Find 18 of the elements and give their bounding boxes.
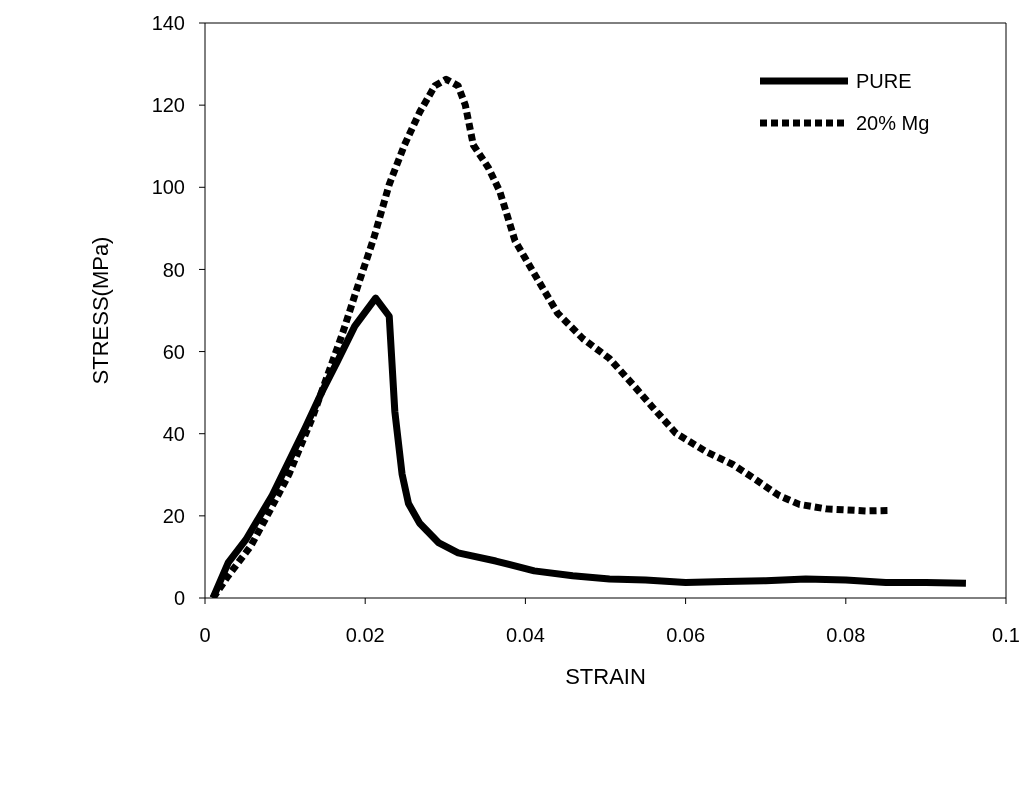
- legend-label: PURE: [856, 69, 912, 93]
- x-tick-label: 0.04: [505, 624, 545, 647]
- y-axis-title: STRESS(MPa): [87, 236, 113, 385]
- legend-label: 20% Mg: [856, 111, 930, 135]
- x-axis-title: STRAIN: [565, 663, 646, 689]
- x-tick-label: 0: [199, 624, 211, 647]
- y-tick-label: 80: [162, 258, 185, 281]
- y-tick-label: 100: [151, 176, 185, 199]
- y-tick-label: 60: [162, 340, 185, 363]
- y-tick-label: 40: [162, 422, 185, 445]
- y-tick-label: 20: [162, 504, 185, 527]
- x-tick-label: 0.02: [345, 624, 385, 647]
- y-tick-label: 120: [151, 94, 185, 117]
- x-tick-label: 0.06: [666, 624, 706, 647]
- y-tick-label: 140: [151, 12, 185, 35]
- y-tick-label: 0: [173, 587, 185, 610]
- x-tick-label: 0.08: [826, 624, 866, 647]
- x-tick-label: 0.1: [992, 624, 1020, 647]
